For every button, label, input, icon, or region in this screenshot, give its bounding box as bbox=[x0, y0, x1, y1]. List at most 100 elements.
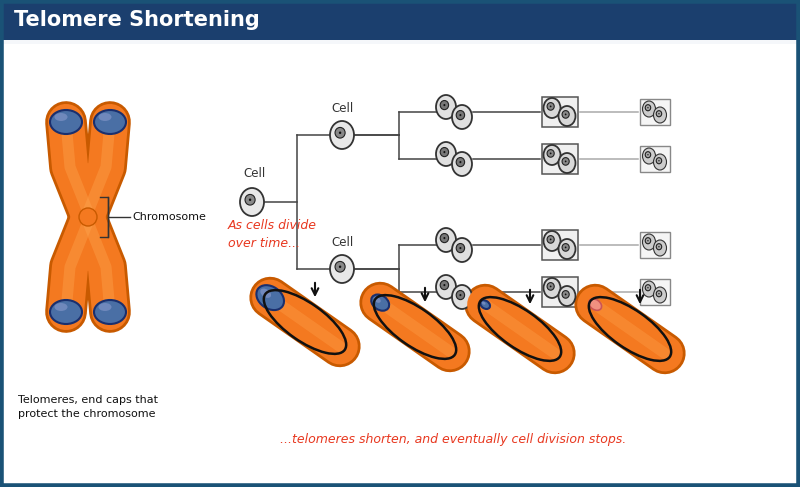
Ellipse shape bbox=[646, 238, 650, 244]
Ellipse shape bbox=[658, 293, 660, 295]
FancyBboxPatch shape bbox=[542, 97, 578, 127]
Ellipse shape bbox=[562, 158, 570, 165]
Ellipse shape bbox=[94, 300, 126, 324]
Ellipse shape bbox=[436, 95, 456, 119]
Text: As cells divide
over time...: As cells divide over time... bbox=[228, 219, 317, 250]
Ellipse shape bbox=[589, 299, 602, 310]
Ellipse shape bbox=[436, 228, 456, 252]
Ellipse shape bbox=[550, 285, 551, 287]
Ellipse shape bbox=[647, 287, 649, 288]
Ellipse shape bbox=[562, 291, 570, 298]
Ellipse shape bbox=[482, 301, 486, 305]
Ellipse shape bbox=[459, 247, 462, 249]
Ellipse shape bbox=[558, 153, 575, 173]
Ellipse shape bbox=[646, 151, 650, 158]
Ellipse shape bbox=[656, 291, 662, 297]
Ellipse shape bbox=[443, 104, 446, 106]
Ellipse shape bbox=[436, 275, 456, 299]
Ellipse shape bbox=[550, 152, 551, 154]
Ellipse shape bbox=[550, 106, 551, 107]
Ellipse shape bbox=[456, 157, 465, 167]
Ellipse shape bbox=[647, 107, 649, 109]
Ellipse shape bbox=[562, 111, 570, 118]
Ellipse shape bbox=[456, 111, 465, 120]
FancyBboxPatch shape bbox=[542, 230, 578, 260]
Text: Cell: Cell bbox=[243, 167, 265, 180]
Ellipse shape bbox=[335, 128, 345, 138]
Ellipse shape bbox=[642, 101, 655, 117]
Ellipse shape bbox=[565, 161, 566, 162]
Ellipse shape bbox=[330, 121, 354, 149]
Ellipse shape bbox=[452, 105, 472, 129]
Ellipse shape bbox=[452, 238, 472, 262]
Ellipse shape bbox=[654, 107, 666, 123]
Ellipse shape bbox=[543, 231, 561, 251]
Ellipse shape bbox=[256, 285, 284, 310]
Ellipse shape bbox=[452, 152, 472, 176]
FancyBboxPatch shape bbox=[542, 144, 578, 174]
Ellipse shape bbox=[98, 303, 111, 311]
Ellipse shape bbox=[443, 237, 446, 239]
Ellipse shape bbox=[330, 255, 354, 283]
Ellipse shape bbox=[642, 234, 655, 250]
Text: Cell: Cell bbox=[331, 102, 353, 115]
Ellipse shape bbox=[459, 161, 462, 163]
Ellipse shape bbox=[654, 240, 666, 256]
Ellipse shape bbox=[654, 154, 666, 170]
Text: Telomere Shortening: Telomere Shortening bbox=[14, 10, 260, 30]
Ellipse shape bbox=[54, 113, 67, 121]
FancyBboxPatch shape bbox=[542, 277, 578, 307]
FancyBboxPatch shape bbox=[0, 0, 800, 40]
Ellipse shape bbox=[456, 244, 465, 253]
Ellipse shape bbox=[562, 244, 570, 251]
Ellipse shape bbox=[374, 297, 381, 303]
Text: Cell: Cell bbox=[331, 236, 353, 249]
Ellipse shape bbox=[79, 208, 97, 226]
Ellipse shape bbox=[642, 281, 655, 297]
Ellipse shape bbox=[558, 286, 575, 306]
Ellipse shape bbox=[440, 234, 449, 243]
Ellipse shape bbox=[558, 106, 575, 126]
Ellipse shape bbox=[558, 239, 575, 259]
Text: ...telomeres shorten, and eventually cell division stops.: ...telomeres shorten, and eventually cel… bbox=[280, 432, 626, 446]
FancyBboxPatch shape bbox=[640, 232, 670, 258]
Ellipse shape bbox=[335, 262, 345, 272]
Ellipse shape bbox=[371, 295, 389, 311]
Ellipse shape bbox=[98, 113, 111, 121]
Ellipse shape bbox=[50, 110, 82, 134]
Ellipse shape bbox=[440, 148, 449, 157]
Ellipse shape bbox=[456, 291, 465, 300]
Ellipse shape bbox=[547, 282, 554, 290]
Ellipse shape bbox=[646, 285, 650, 291]
Ellipse shape bbox=[436, 142, 456, 166]
Ellipse shape bbox=[459, 294, 462, 296]
Ellipse shape bbox=[452, 285, 472, 309]
Text: Chromosome: Chromosome bbox=[132, 212, 206, 222]
Ellipse shape bbox=[565, 246, 566, 248]
Text: Telomeres, end caps that
protect the chromosome: Telomeres, end caps that protect the chr… bbox=[18, 395, 158, 419]
Ellipse shape bbox=[547, 236, 554, 243]
Ellipse shape bbox=[50, 300, 82, 324]
Ellipse shape bbox=[245, 194, 255, 205]
Ellipse shape bbox=[642, 148, 655, 164]
Ellipse shape bbox=[543, 98, 561, 118]
Ellipse shape bbox=[547, 103, 554, 110]
Ellipse shape bbox=[656, 158, 662, 164]
Ellipse shape bbox=[550, 239, 551, 240]
Ellipse shape bbox=[658, 246, 660, 247]
Ellipse shape bbox=[249, 199, 251, 201]
Ellipse shape bbox=[260, 289, 271, 298]
Ellipse shape bbox=[656, 111, 662, 117]
Ellipse shape bbox=[339, 131, 342, 134]
Ellipse shape bbox=[647, 154, 649, 155]
Ellipse shape bbox=[459, 114, 462, 116]
Ellipse shape bbox=[440, 100, 449, 110]
Ellipse shape bbox=[656, 244, 662, 250]
FancyBboxPatch shape bbox=[640, 99, 670, 125]
Ellipse shape bbox=[565, 294, 566, 295]
Ellipse shape bbox=[646, 105, 650, 111]
Ellipse shape bbox=[543, 145, 561, 165]
Ellipse shape bbox=[339, 265, 342, 268]
Ellipse shape bbox=[440, 281, 449, 290]
Ellipse shape bbox=[654, 287, 666, 303]
